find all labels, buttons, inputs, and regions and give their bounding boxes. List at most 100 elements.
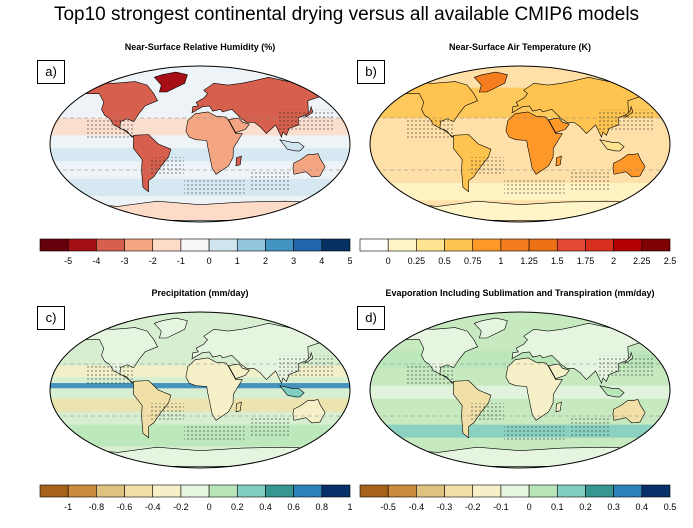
colorbar-swatch [180, 484, 210, 498]
colorbar-tick-label: -2 [149, 256, 157, 266]
stippling [248, 416, 291, 438]
panel-map [369, 65, 671, 223]
colorbar-swatch [67, 238, 97, 252]
colorbar-swatch [265, 238, 294, 252]
colorbar-swatch [96, 484, 125, 498]
colorbar-tick-label: -1 [64, 502, 72, 512]
colorbar-tick-label: -0.5 [380, 502, 396, 512]
colorbar-tick-label: 0.4 [636, 502, 649, 512]
panel-d: Evaporation Including Sublimation and Tr… [355, 288, 685, 528]
colorbar-tick-label: 0.5 [438, 256, 451, 266]
colorbar-swatch [444, 484, 474, 498]
colorbar-swatch [124, 484, 154, 498]
colorbar-tick-label: -0.4 [145, 502, 161, 512]
colorbar-swatch [528, 484, 558, 498]
colorbar: -0.5 -0.4 -0.3 -0.2 -0.1 0 0.1 0.2 0.3 0.4 0.5 [359, 484, 677, 512]
continent-africa [505, 357, 563, 421]
panel-title: Near-Surface Air Temperature (K) [448, 42, 592, 52]
stippling [470, 157, 504, 175]
map-frame [369, 65, 671, 223]
colorbar-swatch [208, 484, 238, 498]
stippling [504, 178, 565, 196]
stippling [406, 118, 454, 140]
colorbar-swatch [528, 238, 558, 252]
stippling [150, 157, 184, 175]
colorbar-tick-label: 1 [347, 502, 352, 512]
colorbar-swatch [67, 484, 97, 498]
colorbar-tick-label: 0.1 [551, 502, 564, 512]
colorbar-swatch [236, 238, 266, 252]
colorbar-swatch [152, 484, 182, 498]
stippling [150, 403, 184, 421]
colorbar-swatch [39, 484, 69, 498]
stippling [406, 364, 454, 386]
colorbar-tick-label: 0.3 [607, 502, 620, 512]
continent-madagascar [555, 401, 562, 413]
colorbar-tick-label: 5 [347, 256, 352, 266]
colorbar-tick-label: 0.6 [287, 502, 300, 512]
continent-africa [185, 357, 243, 421]
continent-indonesia [279, 139, 305, 152]
stippling [279, 109, 333, 131]
colorbar-tick-label: 0 [527, 502, 532, 512]
colorbar-swatch [359, 484, 389, 498]
panel-title: Near-Surface Relative Humidity (%) [124, 42, 276, 52]
colorbar-swatch [556, 238, 586, 252]
continent-australia [292, 399, 326, 424]
continent-madagascar [235, 401, 242, 413]
colorbar-tick-label: 3 [291, 256, 296, 266]
colorbar-swatch [613, 484, 643, 498]
panel-map [49, 311, 351, 469]
colorbar-swatch [500, 484, 530, 498]
colorbar-swatch [472, 238, 502, 252]
panel-letter: b) [357, 60, 385, 84]
continent-greenland [153, 71, 188, 93]
colorbar-tick-label: 0.75 [464, 256, 482, 266]
colorbar-swatch [585, 484, 614, 498]
colorbar-swatch [321, 484, 351, 498]
colorbar-tick-label: 1 [235, 256, 240, 266]
colorbar-swatch [641, 238, 671, 252]
colorbar-tick-label: -5 [64, 256, 72, 266]
colorbar-tick-label: 0 [386, 256, 391, 266]
colorbar-swatch [180, 238, 210, 252]
stippling [568, 170, 611, 192]
panel-map [49, 65, 351, 223]
continent-greenland [473, 317, 508, 339]
colorbar-tick-label: 1 [498, 256, 503, 266]
colorbar-tick-label: 0.4 [259, 502, 272, 512]
continent-africa [185, 111, 243, 175]
stippling [86, 118, 134, 140]
continent-indonesia [599, 385, 625, 398]
stippling [599, 355, 653, 377]
stippling [599, 109, 653, 131]
colorbar-tick-label: 0.5 [664, 502, 677, 512]
colorbar-swatch [293, 484, 323, 498]
colorbar-tick-label: -0.6 [117, 502, 133, 512]
colorbar-tick-label: 0.8 [316, 502, 329, 512]
colorbar-tick-label: 2 [263, 256, 268, 266]
colorbar-tick-label: 1.5 [551, 256, 564, 266]
colorbar-tick-label: 0.25 [408, 256, 426, 266]
colorbar-swatch [613, 238, 643, 252]
colorbar-swatch [359, 238, 389, 252]
panel-map [369, 311, 671, 469]
colorbar-swatch [321, 238, 351, 252]
colorbar-swatch [500, 238, 530, 252]
colorbar-tick-label: 0 [207, 256, 212, 266]
colorbar-swatch [124, 238, 154, 252]
colorbar-tick-label: -0.8 [89, 502, 105, 512]
colorbar-swatch [208, 238, 238, 252]
colorbar-tick-label: 2.5 [664, 256, 677, 266]
colorbar-swatch [265, 484, 294, 498]
colorbar-tick-label: 2.25 [633, 256, 651, 266]
colorbar-swatch [556, 484, 586, 498]
colorbar-swatch [416, 484, 445, 498]
colorbar-swatch [585, 238, 614, 252]
map-frame [49, 311, 351, 469]
panel-letter: a) [37, 60, 65, 84]
panel-title: Evaporation Including Sublimation and Tr… [385, 288, 655, 298]
map-frame [49, 65, 351, 223]
colorbar-tick-label: 0 [207, 502, 212, 512]
colorbar: -1 -0.8 -0.6 -0.4 -0.2 0 0.2 0.4 0.6 0.8 1 [39, 484, 353, 512]
